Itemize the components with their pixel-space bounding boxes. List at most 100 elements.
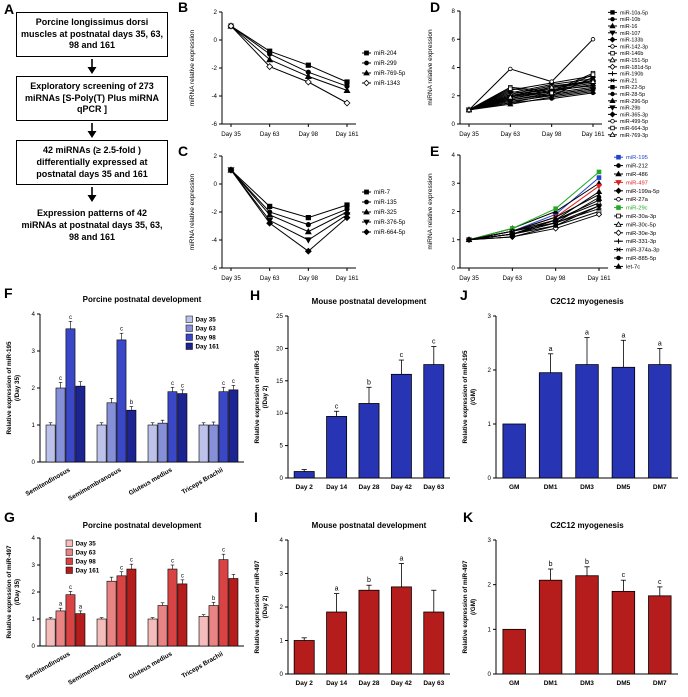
svg-text:c: c: [658, 579, 662, 586]
panel-h-bar-chart: 0 5 10 15 20 25 Day 2 Day 14 Day 28 Day 42 Day 63 M…: [252, 292, 458, 498]
bar: [116, 339, 127, 463]
bar: [198, 424, 209, 463]
bar: [358, 589, 380, 675]
bar: [106, 402, 117, 463]
bar: [358, 403, 380, 479]
bar: [218, 391, 229, 463]
svg-text:DM7: DM7: [653, 484, 667, 491]
svg-text:miR-664-3p: miR-664-3p: [620, 126, 648, 132]
svg-text:miR-499-5p: miR-499-5p: [620, 119, 648, 125]
svg-text:0: 0: [452, 265, 456, 272]
svg-text:Relative expression of miR-497: Relative expression of miR-497: [462, 560, 469, 654]
bar: [326, 611, 348, 675]
svg-text:a: a: [549, 346, 553, 353]
svg-text:3: 3: [280, 571, 284, 578]
series-miR-7: [228, 167, 350, 221]
bar: [55, 610, 66, 647]
legend: miR-195 miR-212 miR-486 miR-497 miR-199a-5p m…: [614, 154, 660, 270]
chart-svg-J: 0 1 2 3 GM DM1 DM3 DM5 DM7 C2C12 myogenesis Relati…: [462, 297, 678, 491]
svg-text:Triceps Brachii: Triceps Brachii: [181, 651, 225, 680]
bar: [147, 424, 158, 463]
svg-text:-2: -2: [211, 209, 217, 216]
svg-text:Day 161: Day 161: [196, 344, 220, 351]
svg-text:c: c: [181, 573, 184, 579]
bar: [390, 373, 412, 479]
svg-text:4: 4: [452, 152, 456, 159]
svg-text:1: 1: [32, 422, 36, 429]
svg-text:miR-22-5p: miR-22-5p: [620, 85, 645, 91]
svg-text:8: 8: [452, 8, 456, 15]
bar: [75, 385, 86, 463]
svg-text:(/GM): (/GM): [470, 389, 477, 405]
svg-text:Day 98: Day 98: [196, 335, 217, 342]
down-arrow-icon: [87, 59, 97, 75]
bar: [126, 568, 137, 647]
svg-text:miRNA relative expression: miRNA relative expression: [427, 173, 434, 250]
bar: [538, 372, 563, 479]
panel-e-line-chart: 0 1 2 3 4 Day 35 Day 63 Day 98 Day 161 miRNA rela…: [424, 147, 686, 288]
bars: c b c c: [293, 338, 445, 479]
flowchart-step-1: Porcine longissimus dorsi muscles at pos…: [16, 12, 168, 58]
svg-text:b: b: [212, 596, 216, 602]
svg-text:0: 0: [32, 459, 36, 466]
svg-text:a: a: [399, 555, 403, 562]
bar: [208, 424, 219, 463]
chart-svg-I: 0 1 2 3 4 Day 2 Day 14 Day 28 Day 42 Day 63 Mouse …: [254, 521, 450, 687]
svg-text:3: 3: [32, 348, 36, 355]
panel-b-line-chart: 2 0 -2 -4 -6 Day 35 Day 63 Day 98 Day 161 miRNA r…: [186, 4, 426, 144]
series-miR-769-3p: [465, 78, 597, 113]
svg-text:Day 63: Day 63: [260, 131, 280, 138]
svg-text:miR-133b: miR-133b: [620, 38, 643, 44]
bars: c c c c c b c c: [45, 315, 239, 463]
svg-text:2: 2: [32, 589, 36, 596]
flowchart-step-3: 42 miRNAs (≥ 2.5-fold ) differentially e…: [16, 140, 168, 186]
bar: [326, 416, 348, 479]
svg-text:4: 4: [452, 65, 456, 72]
chart-svg-C: 2 0 -2 -4 -6 Day 35 Day 63 Day 98 Day 161 miRNA r…: [189, 153, 406, 282]
svg-text:5: 5: [280, 443, 284, 450]
bar: [575, 575, 599, 675]
down-arrow-icon: [87, 187, 97, 203]
svg-text:-6: -6: [211, 121, 217, 128]
svg-text:4: 4: [280, 537, 284, 544]
svg-text:Day 2: Day 2: [296, 680, 314, 687]
bar: [648, 595, 672, 675]
panel-g-bar-chart: 0 1 2 3 4 Semitendinosus Semimembranosus Gluteu…: [4, 516, 250, 694]
chart-svg-H: 0 5 10 15 20 25 Day 2 Day 14 Day 28 Day 42 Day 63 M…: [254, 297, 450, 491]
svg-text:miR-30a-3p: miR-30a-3p: [626, 214, 656, 220]
bar: [208, 605, 219, 647]
svg-text:2: 2: [214, 153, 218, 160]
svg-text:DM1: DM1: [544, 680, 558, 687]
svg-text:Day 35: Day 35: [221, 131, 241, 138]
svg-text:Day 28: Day 28: [359, 484, 380, 491]
svg-text:DM5: DM5: [617, 680, 631, 687]
svg-text:a: a: [59, 602, 63, 608]
svg-text:miR-296-5p: miR-296-5p: [620, 99, 648, 105]
svg-text:miR-885-5p: miR-885-5p: [626, 256, 656, 262]
svg-text:Day 98: Day 98: [76, 559, 97, 566]
svg-text:25: 25: [276, 313, 283, 320]
svg-text:miR-365-3p: miR-365-3p: [620, 112, 648, 118]
bar: [157, 605, 168, 647]
svg-text:Triceps Brachii: Triceps Brachii: [181, 467, 225, 496]
svg-text:miRNA relative expression: miRNA relative expression: [427, 29, 434, 106]
bar: [167, 391, 178, 463]
svg-text:c: c: [400, 352, 404, 359]
panel-label-j: J: [460, 287, 468, 303]
axes: 2 0 -2 -4 -6 Day 35 Day 63 Day 98 Day 161 miRNA r…: [189, 153, 359, 282]
bar: [228, 578, 239, 647]
axes: 0 2 4 6 8 Day 35 Day 63 Day 98 Day 161 miRNA rela…: [427, 8, 605, 138]
svg-text:b: b: [367, 577, 371, 584]
svg-text:a: a: [585, 330, 589, 337]
svg-text:(/Day 2): (/Day 2): [262, 386, 269, 409]
svg-text:miR-486: miR-486: [626, 172, 648, 178]
svg-text:miRNA relative expression: miRNA relative expression: [189, 30, 196, 107]
svg-text:-2: -2: [211, 65, 217, 72]
svg-text:Day 98: Day 98: [542, 131, 562, 138]
svg-text:miR-151-5p: miR-151-5p: [620, 58, 648, 64]
svg-text:1: 1: [452, 237, 456, 244]
svg-text:miR-212: miR-212: [626, 164, 648, 170]
bar: [45, 618, 56, 647]
svg-text:-4: -4: [211, 237, 217, 244]
svg-text:miR-204: miR-204: [374, 51, 397, 57]
